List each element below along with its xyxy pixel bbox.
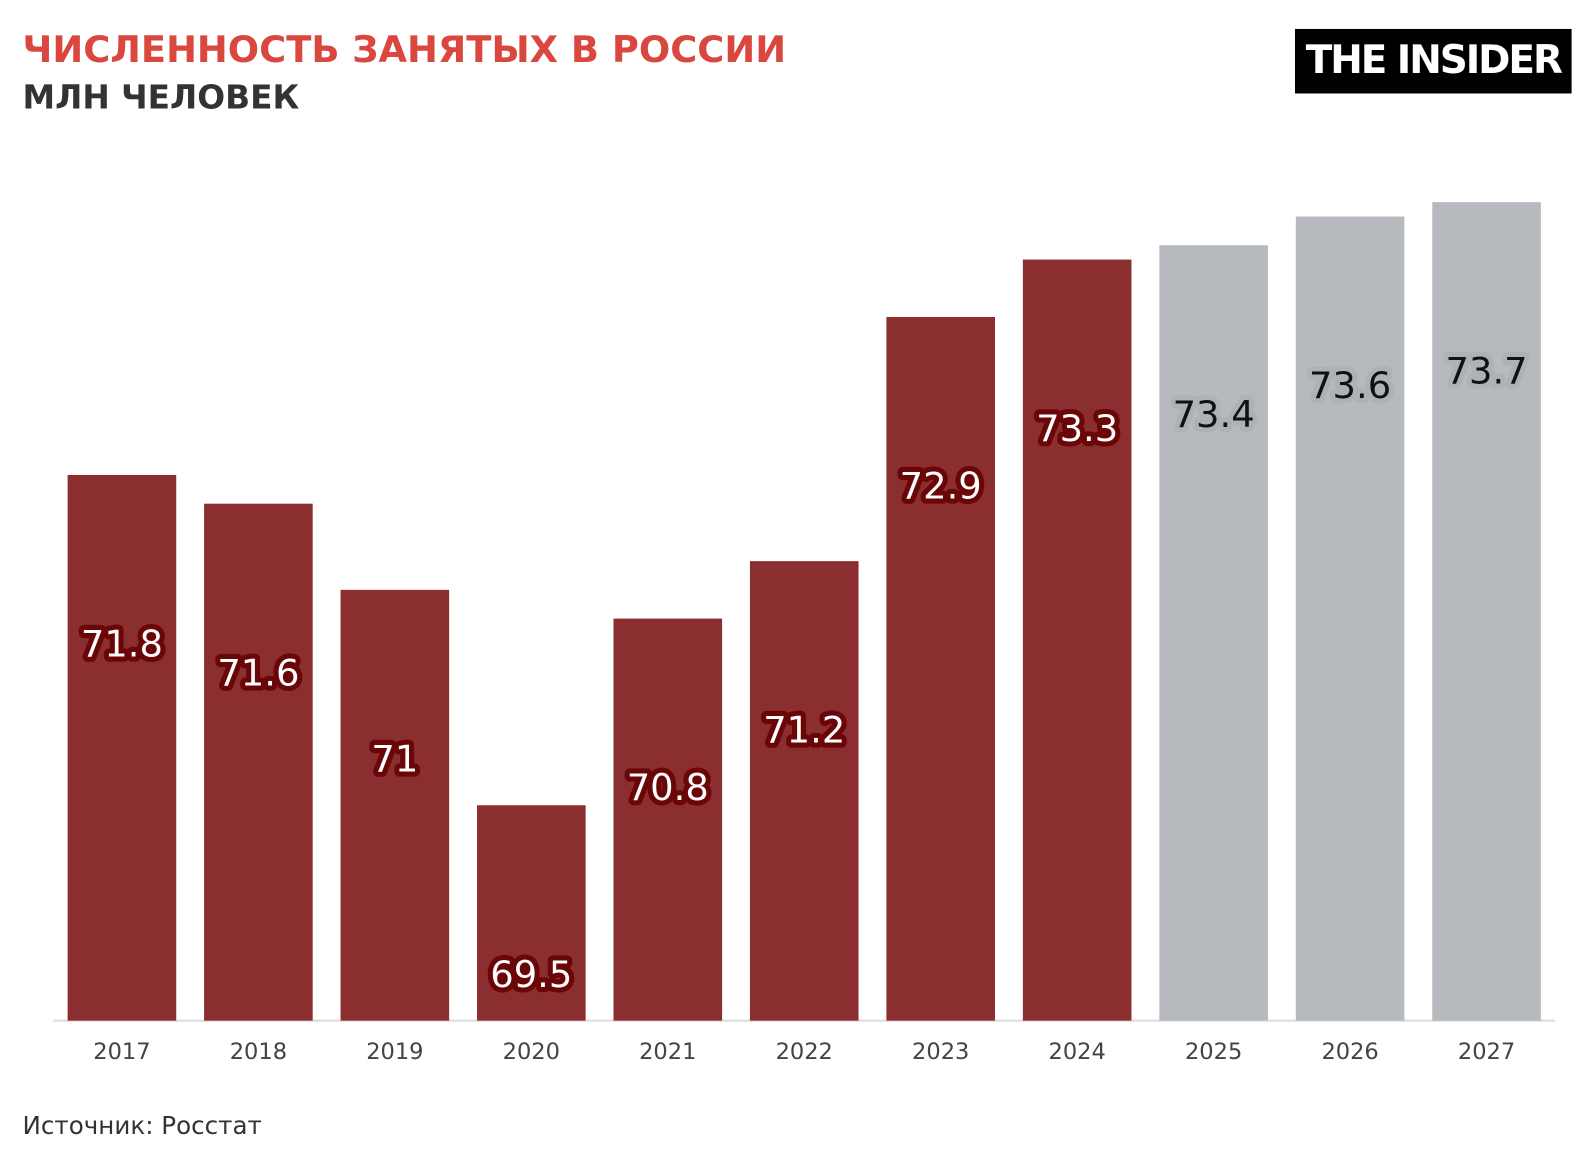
bar <box>67 474 177 1021</box>
x-tick-label: 2024 <box>1049 1039 1106 1065</box>
value-label: 73.6 <box>1309 364 1391 407</box>
value-label: 73.7 <box>1446 350 1528 393</box>
source: Источник: Росстат <box>23 1111 262 1140</box>
logo: THE INSIDER <box>1306 38 1563 83</box>
bar <box>886 317 996 1021</box>
value-label: 73.4 <box>1173 393 1255 436</box>
value-label: 71.8 <box>81 623 163 666</box>
x-tick-label: 2023 <box>912 1039 969 1065</box>
bar <box>1295 216 1405 1021</box>
logo-box <box>1294 28 1572 94</box>
value-label: 71.6 <box>217 651 299 694</box>
x-tick-label: 2018 <box>230 1039 287 1065</box>
value-label: 69.5 <box>490 953 572 996</box>
value-label: 70.8 <box>627 766 709 809</box>
x-tick-label: 2021 <box>639 1039 696 1065</box>
bar <box>1159 245 1268 1021</box>
x-tick-label: 2017 <box>93 1039 150 1065</box>
x-tick-label: 2019 <box>366 1039 423 1065</box>
chart-subtitle: МЛН ЧЕЛОВЕК <box>23 79 300 117</box>
bar <box>613 618 723 1021</box>
x-tick-label: 2022 <box>776 1039 833 1065</box>
value-label: 71 <box>371 737 418 780</box>
bar <box>204 503 313 1021</box>
bar <box>1432 202 1541 1021</box>
x-tick-label: 2025 <box>1185 1039 1242 1065</box>
x-tick-label: 2020 <box>503 1039 560 1065</box>
bar <box>749 561 859 1021</box>
value-label: 72.9 <box>900 465 982 508</box>
bar <box>477 805 586 1021</box>
chart-title: ЧИСЛЕННОСТЬ ЗАНЯТЫХ В РОССИИ <box>23 28 787 71</box>
value-label: 71.2 <box>763 709 845 752</box>
x-tick-label: 2026 <box>1321 1039 1378 1065</box>
bar <box>340 589 450 1021</box>
x-tick-label: 2027 <box>1458 1039 1515 1065</box>
bar <box>1022 259 1132 1021</box>
value-label: 73.3 <box>1036 407 1118 450</box>
